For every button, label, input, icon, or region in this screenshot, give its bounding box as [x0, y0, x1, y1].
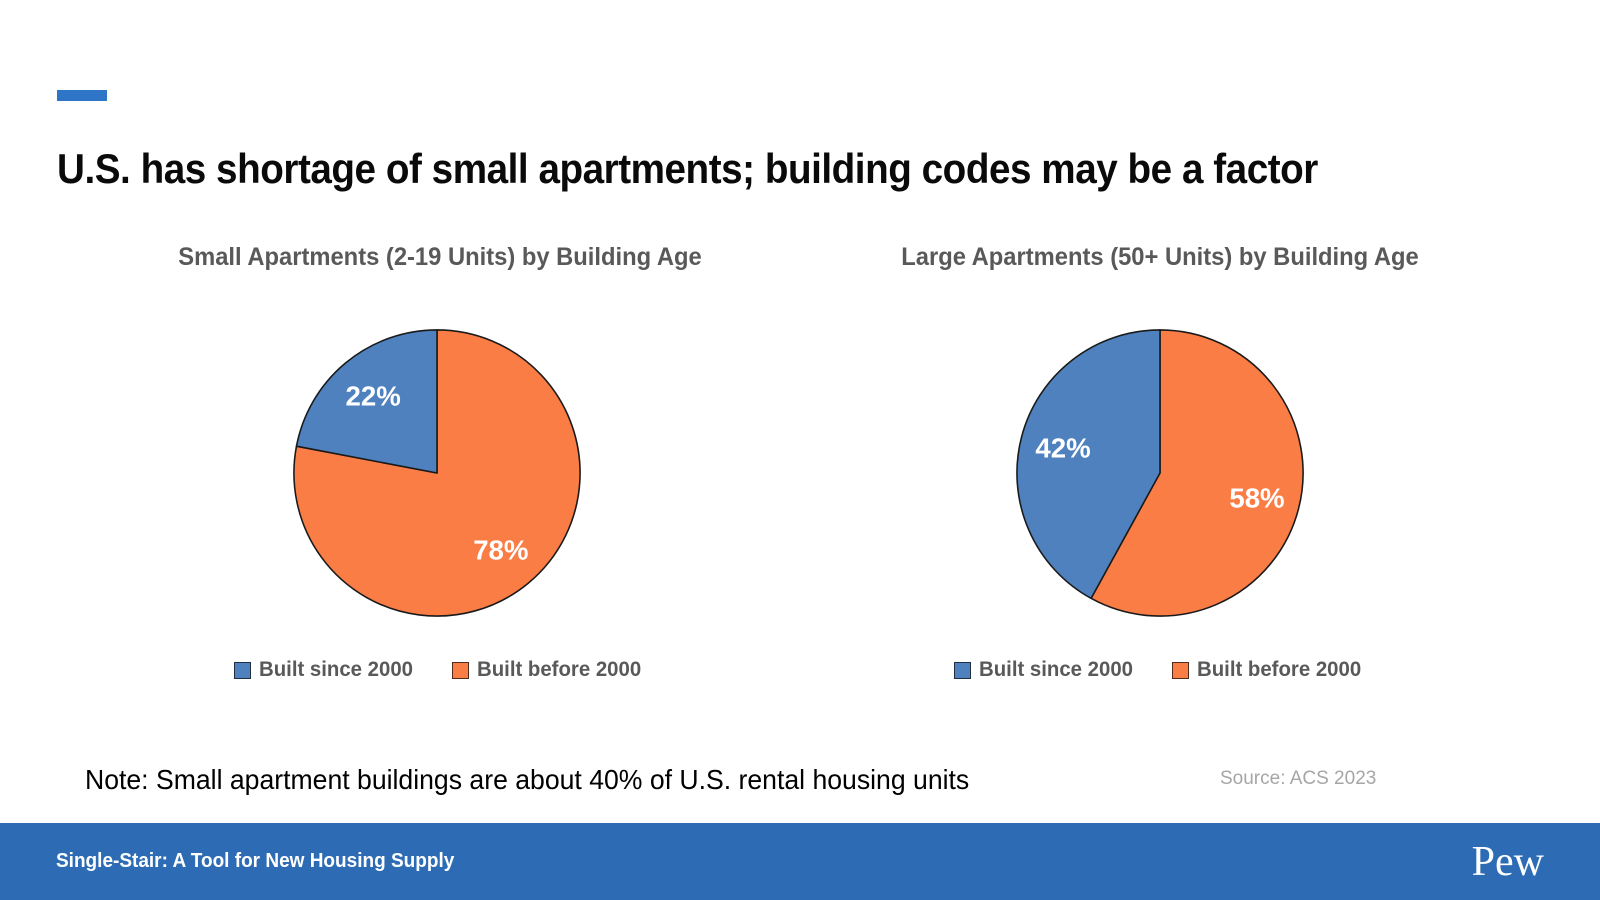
legend-swatch-orange-icon — [1171, 661, 1189, 679]
pie-slice-label: 58% — [1229, 482, 1284, 513]
pie-slice — [1090, 329, 1304, 617]
pie-slice-label: 78% — [473, 535, 528, 566]
pew-logo: Pew — [1471, 838, 1544, 885]
legend-small-apartments: Built since 2000 Built before 2000 — [100, 658, 780, 682]
legend-item-built-before-2000: Built before 2000 — [1171, 658, 1366, 682]
legend-swatch-blue-icon — [234, 661, 251, 679]
legend-large-apartments: Built since 2000 Built before 2000 — [820, 658, 1500, 682]
chart-title-small-apartments: Small Apartments (2-19 Units) by Buildin… — [178, 243, 702, 271]
legend-item-built-before-2000: Built before 2000 — [451, 658, 646, 682]
page-title: U.S. has shortage of small apartments; b… — [57, 145, 1318, 193]
note-text: Note: Small apartment buildings are abou… — [85, 764, 970, 795]
chart-title-large-apartments: Large Apartments (50+ Units) by Building… — [901, 243, 1419, 271]
pie-slice-label: 22% — [346, 380, 401, 411]
pie-slice-label: 42% — [1035, 433, 1090, 464]
legend-label: Built since 2000 — [979, 658, 1133, 681]
source-text: Source: ACS 2023 — [1220, 768, 1377, 789]
footer-bar: Single-Stair: A Tool for New Housing Sup… — [0, 823, 1600, 900]
pie-chart-small-apartments: 78% 22% — [293, 329, 581, 617]
legend-swatch-orange-icon — [451, 661, 469, 679]
footer-title: Single-Stair: A Tool for New Housing Sup… — [56, 850, 455, 872]
legend-item-built-since-2000: Built since 2000 — [954, 658, 1138, 682]
accent-dash — [57, 90, 107, 101]
pie-slice — [1016, 329, 1161, 600]
legend-label: Built since 2000 — [259, 658, 413, 681]
pie-chart-large-apartments: 58% 42% — [1016, 329, 1304, 617]
legend-swatch-blue-icon — [954, 661, 971, 679]
pie-slice — [295, 329, 438, 474]
legend-item-built-since-2000: Built since 2000 — [234, 658, 418, 682]
legend-label: Built before 2000 — [1196, 658, 1361, 681]
legend-label: Built before 2000 — [476, 658, 641, 681]
